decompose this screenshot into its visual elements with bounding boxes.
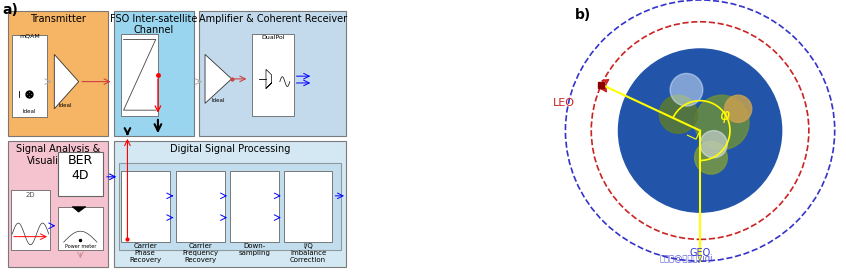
Text: LEO: LEO [552,98,574,108]
Text: DSP: DSP [193,173,208,182]
FancyBboxPatch shape [119,163,341,250]
Circle shape [618,49,782,212]
Circle shape [670,73,703,106]
FancyBboxPatch shape [58,207,102,250]
Text: Ideal: Ideal [58,103,72,108]
Text: GEO: GEO [689,248,711,258]
Text: FSO Inter-satellite
Channel: FSO Inter-satellite Channel [110,14,197,35]
Text: Ideal: Ideal [211,98,224,103]
Text: Transmitter: Transmitter [30,14,86,24]
Circle shape [659,95,697,133]
Text: BER
4D: BER 4D [68,154,93,182]
Text: 1001101
1001001: 1001101 1001001 [133,186,157,197]
Text: 2D: 2D [25,192,36,198]
Polygon shape [54,54,79,109]
Text: 1001101
1001001: 1001101 1001001 [189,186,213,197]
Text: φ: φ [719,108,729,123]
Text: Digital Signal Processing: Digital Signal Processing [170,144,290,154]
Circle shape [695,95,749,150]
FancyBboxPatch shape [113,11,194,136]
Text: Amplifier & Coherent Receiver: Amplifier & Coherent Receiver [199,14,347,24]
FancyBboxPatch shape [230,171,278,242]
Circle shape [724,95,752,122]
Circle shape [695,141,728,174]
Text: a): a) [3,3,19,17]
Text: I/Q
Imbalance
Correction: I/Q Imbalance Correction [290,243,327,264]
Text: Down-
sampling: Down- sampling [239,243,270,256]
Text: 搜狐号@仪器网yiqi: 搜狐号@仪器网yiqi [659,254,713,263]
FancyBboxPatch shape [121,171,169,242]
Text: DSP: DSP [247,173,262,182]
Text: mQAM: mQAM [19,34,40,39]
FancyBboxPatch shape [176,171,225,242]
FancyBboxPatch shape [283,171,332,242]
FancyBboxPatch shape [12,35,47,117]
Polygon shape [72,207,86,212]
FancyBboxPatch shape [252,34,294,116]
FancyBboxPatch shape [58,152,102,196]
Text: 1001101
1001001: 1001101 1001001 [296,186,321,197]
FancyBboxPatch shape [113,141,346,267]
FancyBboxPatch shape [8,11,108,136]
Text: DualPol: DualPol [261,35,285,40]
Text: Carrier
Phase
Recovery: Carrier Phase Recovery [129,243,162,264]
Text: b): b) [575,8,591,22]
Polygon shape [205,54,232,103]
FancyBboxPatch shape [121,34,158,116]
Text: Power meter: Power meter [64,245,96,249]
FancyBboxPatch shape [200,11,346,136]
Text: Signal Analysis &
Visualization: Signal Analysis & Visualization [16,144,101,166]
Text: DSP: DSP [300,173,316,182]
FancyBboxPatch shape [11,190,50,250]
Text: DSP: DSP [138,173,153,182]
Circle shape [700,131,728,158]
Text: 1001101
1001001: 1001101 1001001 [242,186,266,197]
FancyBboxPatch shape [8,141,108,267]
Text: Ideal: Ideal [23,109,36,114]
Text: Carrier
Frequency
Recovery: Carrier Frequency Recovery [183,243,218,264]
